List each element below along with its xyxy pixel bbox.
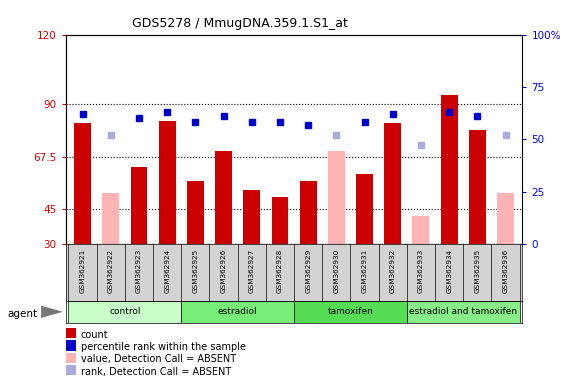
Polygon shape [41,306,63,318]
Text: GSM362922: GSM362922 [108,248,114,293]
Bar [159,121,176,244]
Bar [384,123,401,244]
Text: GSM362926: GSM362926 [220,248,227,293]
Bar [497,193,514,244]
Text: percentile rank within the sample: percentile rank within the sample [81,342,246,352]
Text: GSM362933: GSM362933 [418,248,424,293]
Bar [441,95,457,244]
Text: estradiol: estradiol [218,308,258,316]
Text: GSM362931: GSM362931 [361,248,368,293]
Text: estradiol and tamoxifen: estradiol and tamoxifen [409,308,517,316]
Text: GSM362927: GSM362927 [249,248,255,293]
Text: GSM362934: GSM362934 [446,248,452,293]
Text: agent: agent [7,309,38,319]
Text: GDS5278 / MmugDNA.359.1.S1_at: GDS5278 / MmugDNA.359.1.S1_at [132,17,348,30]
Bar [74,123,91,244]
Text: count: count [81,330,108,340]
Text: GSM362923: GSM362923 [136,248,142,293]
Text: GSM362921: GSM362921 [79,248,86,293]
Bar [181,301,294,323]
Bar [215,151,232,244]
Text: GSM362924: GSM362924 [164,248,170,293]
Bar [243,190,260,244]
Bar [69,301,181,323]
Bar [131,167,147,244]
Text: GSM362936: GSM362936 [502,248,509,293]
Text: GSM362930: GSM362930 [333,248,339,293]
Text: GSM362925: GSM362925 [192,248,198,293]
Text: GSM362935: GSM362935 [475,248,480,293]
Text: GSM362928: GSM362928 [277,248,283,293]
Text: GSM362932: GSM362932 [390,248,396,293]
Bar [271,197,288,244]
Bar [102,193,119,244]
Text: tamoxifen: tamoxifen [328,308,373,316]
Text: GSM362929: GSM362929 [305,248,311,293]
Text: control: control [109,308,140,316]
Bar [356,174,373,244]
Text: rank, Detection Call = ABSENT: rank, Detection Call = ABSENT [81,367,231,377]
Text: value, Detection Call = ABSENT: value, Detection Call = ABSENT [81,354,236,364]
Bar [294,301,407,323]
Bar [187,181,204,244]
Bar [328,151,345,244]
Bar [300,181,317,244]
Bar [469,130,486,244]
Bar [412,216,429,244]
Bar [407,301,520,323]
